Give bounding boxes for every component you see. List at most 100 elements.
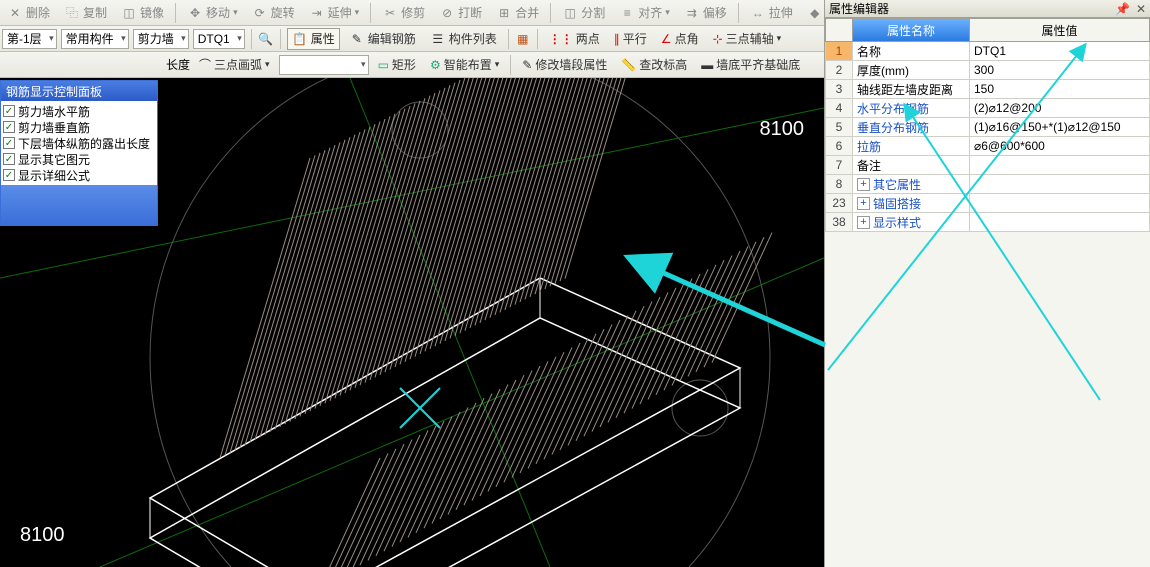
icon: ↔ — [750, 5, 766, 21]
prop-value[interactable] — [970, 213, 1150, 232]
edit-拉伸[interactable]: ↔拉伸 — [745, 2, 798, 24]
rect-icon: ▭ — [378, 58, 389, 72]
parallel-button[interactable]: ∥平行 — [609, 28, 652, 50]
edit-旋转[interactable]: ⟳旋转 — [247, 2, 300, 24]
prop-value[interactable]: (2)⌀12@200 — [970, 99, 1150, 118]
property-row[interactable]: 5垂直分布钢筋(1)⌀16@150+*(1)⌀12@150 — [825, 118, 1150, 137]
component-list-button[interactable]: ☰构件列表 — [425, 28, 502, 50]
edit-延伸[interactable]: ⇥延伸▾ — [304, 2, 365, 24]
close-icon[interactable]: ✕ — [1136, 2, 1146, 16]
property-row[interactable]: 23+锚固搭接 — [825, 194, 1150, 213]
label: 剪力墙水平筋 — [18, 103, 90, 120]
property-row[interactable]: 3轴线距左墙皮距离150 — [825, 80, 1150, 99]
edit-合并[interactable]: ⊞合并 — [491, 2, 544, 24]
expand-icon[interactable]: + — [857, 197, 870, 210]
pin-icon[interactable]: 📌 — [1115, 2, 1130, 16]
label: 三点辅轴 — [726, 30, 774, 47]
rebar-display-panel: 钢筋显示控制面板 ✓剪力墙水平筋✓剪力墙垂直筋✓下层墙体纵筋的露出长度✓显示其它… — [0, 80, 158, 226]
property-row[interactable]: 2厚度(mm)300 — [825, 61, 1150, 80]
label: 修剪 — [401, 4, 425, 21]
palette-icon[interactable]: ▦ — [515, 31, 531, 47]
property-row[interactable]: 7备注 — [825, 156, 1150, 175]
separator — [510, 55, 511, 75]
edit-分割[interactable]: ◫分割 — [557, 2, 610, 24]
property-row[interactable]: 6拉筋⌀6@600*600 — [825, 137, 1150, 156]
smart-place-button[interactable]: ⚙智能布置▾ — [425, 54, 504, 76]
label: 查改标高 — [639, 56, 687, 73]
checkbox-icon: ✓ — [3, 137, 15, 149]
edit-打断[interactable]: ⊘打断 — [434, 2, 487, 24]
prop-value[interactable]: DTQ1 — [970, 42, 1150, 61]
dimension-bottom: 8100 — [20, 524, 65, 547]
label: 墙底平齐基础底 — [716, 56, 800, 73]
prop-name: 名称 — [853, 42, 970, 61]
instance-dropdown[interactable]: DTQ1 — [193, 29, 245, 49]
prop-value[interactable]: ⌀6@600*600 — [970, 137, 1150, 156]
three-point-axis-button[interactable]: ⊹三点辅轴▾ — [708, 28, 787, 50]
prop-value[interactable] — [970, 175, 1150, 194]
display-option[interactable]: ✓显示详细公式 — [3, 167, 155, 183]
expand-icon[interactable]: + — [857, 216, 870, 229]
value-header: 属性值 — [970, 18, 1150, 42]
edit-移动[interactable]: ✥移动▾ — [182, 2, 243, 24]
expand-icon[interactable]: + — [857, 178, 870, 191]
row-number: 7 — [825, 156, 853, 175]
two-point-button[interactable]: ⋮⋮两点 — [544, 28, 605, 50]
modify-attr-button[interactable]: ✎修改墙段属性 — [517, 54, 612, 76]
edit-删除[interactable]: ✕删除 — [2, 2, 55, 24]
zoom-icon[interactable]: 🔍 — [258, 31, 274, 47]
label: 延伸 — [328, 4, 352, 21]
edit-镜像[interactable]: ◫镜像 — [116, 2, 169, 24]
arc-icon: ⌒ — [199, 56, 211, 73]
icon: ⇥ — [309, 5, 325, 21]
label: 显示样式 — [873, 214, 921, 231]
display-option[interactable]: ✓剪力墙垂直筋 — [3, 119, 155, 135]
floor-dropdown[interactable]: 第-1层 — [2, 29, 57, 49]
separator — [738, 3, 739, 23]
axis-icon: ⊹ — [713, 32, 723, 46]
separator — [508, 29, 509, 49]
arc-button[interactable]: ⌒三点画弧▾ — [194, 54, 275, 76]
prop-name: 备注 — [853, 156, 970, 175]
label: 构件列表 — [449, 30, 497, 47]
label: 矩形 — [392, 56, 416, 73]
property-row[interactable]: 1名称DTQ1 — [825, 42, 1150, 61]
wall-bottom-button[interactable]: ▬墙底平齐基础底 — [696, 54, 805, 76]
attribute-button[interactable]: 📋属性 — [287, 28, 340, 50]
title-text: 属性编辑器 — [829, 0, 889, 17]
component-type-dropdown[interactable]: 常用构件 — [61, 29, 129, 49]
property-row[interactable]: 38+显示样式 — [825, 213, 1150, 232]
prop-value[interactable] — [970, 156, 1150, 175]
edit-修剪[interactable]: ✂修剪 — [377, 2, 430, 24]
edit-复制[interactable]: ⿻复制 — [59, 2, 112, 24]
dimension-top: 8100 — [760, 118, 805, 141]
row-number: 5 — [825, 118, 853, 137]
edit-rebar-button[interactable]: ✎编辑钢筋 — [344, 28, 421, 50]
rect-button[interactable]: ▭矩形 — [373, 54, 421, 76]
display-option[interactable]: ✓剪力墙水平筋 — [3, 103, 155, 119]
property-rows: 1名称DTQ12厚度(mm)3003轴线距左墙皮距离1504水平分布钢筋(2)⌀… — [825, 42, 1150, 232]
empty-dropdown[interactable] — [279, 55, 369, 75]
label: 分割 — [581, 4, 605, 21]
label: 镜像 — [140, 4, 164, 21]
angle-button[interactable]: ∠点角 — [656, 28, 704, 50]
prop-value[interactable]: 300 — [970, 61, 1150, 80]
check-elev-button[interactable]: 📏查改标高 — [616, 54, 692, 76]
wall-type-dropdown[interactable]: 剪力墙 — [133, 29, 189, 49]
property-row[interactable]: 4水平分布钢筋(2)⌀12@200 — [825, 99, 1150, 118]
row-number: 4 — [825, 99, 853, 118]
display-option[interactable]: ✓下层墙体纵筋的露出长度 — [3, 135, 155, 151]
edit-对齐[interactable]: ≡对齐▾ — [614, 2, 675, 24]
panel-footer — [1, 185, 157, 225]
prop-value[interactable]: (1)⌀16@150+*(1)⌀12@150 — [970, 118, 1150, 137]
prop-value[interactable] — [970, 194, 1150, 213]
icon: ⟳ — [252, 5, 268, 21]
edit-偏移[interactable]: ⇉偏移 — [679, 2, 732, 24]
icon: ⇉ — [684, 5, 700, 21]
check-icon: 📏 — [621, 58, 636, 72]
display-option[interactable]: ✓显示其它图元 — [3, 151, 155, 167]
icon: ✥ — [187, 5, 203, 21]
property-editor-title: 属性编辑器 📌 ✕ — [825, 0, 1150, 18]
property-row[interactable]: 8+其它属性 — [825, 175, 1150, 194]
prop-value[interactable]: 150 — [970, 80, 1150, 99]
